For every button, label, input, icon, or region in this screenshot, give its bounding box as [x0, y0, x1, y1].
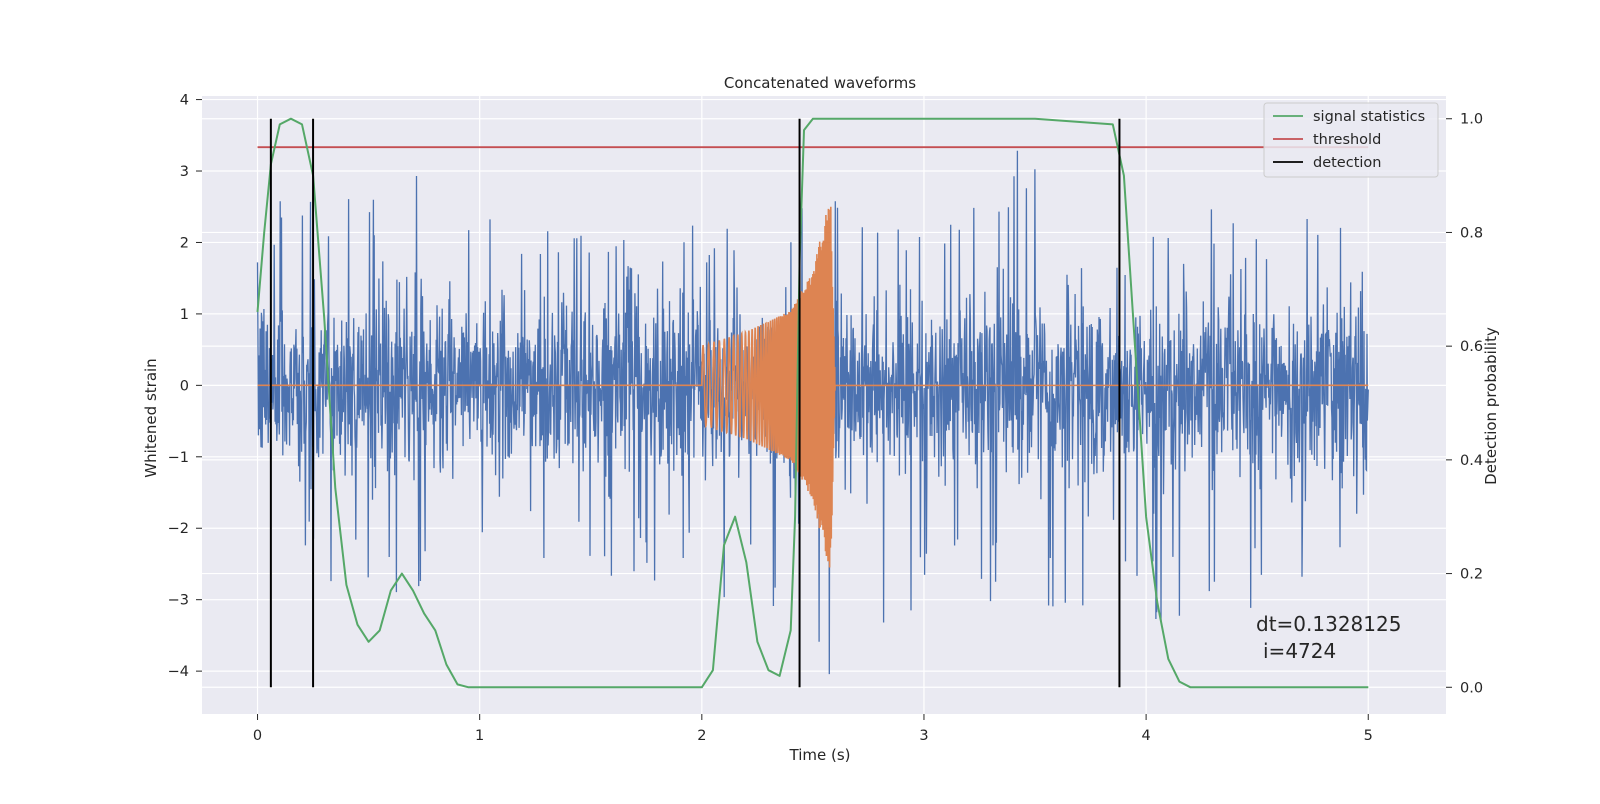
series-chirp	[257, 206, 1369, 568]
y2-tick-label: 0.6	[1460, 339, 1483, 355]
legend-label-signal-statistics: signal statistics	[1313, 109, 1425, 125]
legend-label-threshold: threshold	[1313, 132, 1381, 148]
series-signal-statistics	[256, 117, 1369, 689]
y-tick-label: 2	[180, 235, 189, 251]
y2-tick-label: 0.0	[1460, 680, 1483, 696]
y2-tick-label: 0.8	[1460, 225, 1483, 241]
x-tick-label: 3	[919, 728, 928, 744]
y-tick-label: −2	[168, 521, 189, 537]
chart-title: Concatenated waveforms	[724, 74, 916, 92]
y-tick-label: 3	[180, 164, 189, 180]
x-tick-label: 1	[475, 728, 484, 744]
chirp-line	[257, 206, 1369, 568]
y2-tick-label: 1.0	[1460, 112, 1483, 128]
legend-box	[1263, 102, 1439, 178]
x-axis: 0 1 2 3 4 5	[253, 714, 1373, 744]
y2-tick-label: 0.4	[1460, 453, 1483, 469]
signal-statistics-line	[256, 117, 1369, 689]
y-axis-left: 4 3 2 1 0 −1 −2 −3 −4	[168, 93, 202, 680]
y-tick-label: 1	[180, 307, 189, 323]
y-axis-right: 1.0 0.8 0.6 0.4 0.2 0.0	[1446, 112, 1483, 696]
x-tick-label: 4	[1141, 728, 1150, 744]
x-tick-label: 2	[697, 728, 706, 744]
legend-label-detection: detection	[1313, 155, 1381, 171]
y2-tick-label: 0.2	[1460, 567, 1483, 583]
annotation-i: i=4724	[1263, 639, 1336, 663]
y-tick-label: −1	[168, 450, 189, 466]
x-tick-label: 0	[253, 728, 262, 744]
y-tick-label: 4	[180, 93, 189, 109]
y2-axis-label: Detection probability	[1482, 327, 1500, 485]
x-tick-label: 5	[1364, 728, 1373, 744]
y-tick-label: −3	[168, 593, 189, 609]
y-axis-label: Whitened strain	[142, 358, 160, 477]
annotation-dt: dt=0.1328125	[1256, 612, 1401, 636]
y-tick-label: −4	[168, 664, 189, 680]
y-tick-label: 0	[180, 378, 189, 394]
x-axis-label: Time (s)	[789, 746, 851, 764]
series-detection	[269, 118, 1121, 688]
legend: signal statistics threshold detection	[1263, 102, 1439, 178]
